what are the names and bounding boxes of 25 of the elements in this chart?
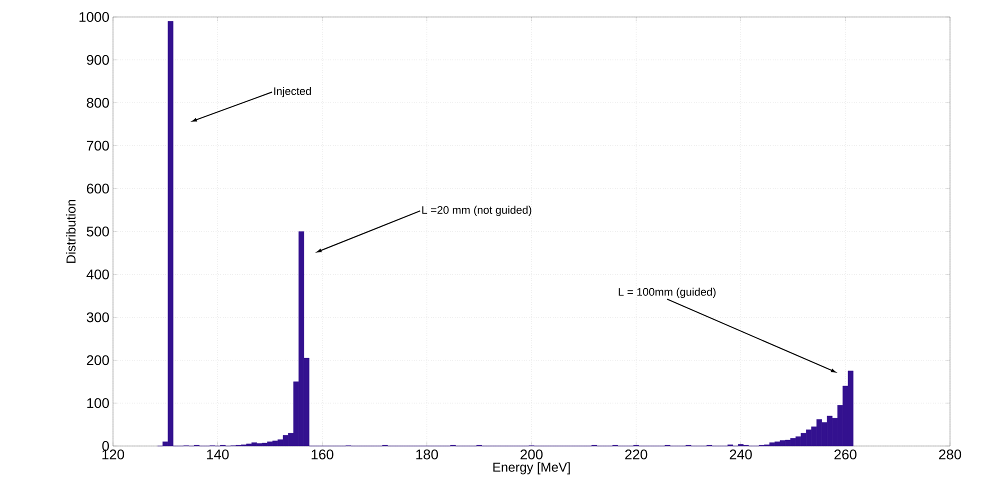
y-tick-label: 300 xyxy=(86,312,109,322)
y-tick-label: 200 xyxy=(86,355,109,366)
annotation: L = 100mm (guided) xyxy=(618,288,716,298)
y-tick-label: 400 xyxy=(86,269,109,280)
annotation: L =20 mm (not guided) xyxy=(422,206,532,216)
y-tick-label: 600 xyxy=(86,184,109,194)
y-tick-label: 700 xyxy=(86,140,109,151)
y-tick-label: 100 xyxy=(87,398,109,408)
x-axis-title: Energy [MeV] xyxy=(493,462,570,474)
y-axis-title: Distribution xyxy=(66,200,76,263)
y-tick-label: 900 xyxy=(86,54,109,65)
y-tick-label: 0 xyxy=(102,441,109,451)
x-tick-label: 160 xyxy=(312,450,334,460)
x-tick-label: 120 xyxy=(102,450,124,460)
y-tick-label: 500 xyxy=(86,226,109,236)
y-tick-label: 800 xyxy=(86,98,109,108)
y-tick-label: 1000 xyxy=(80,12,109,22)
annotation: Injected xyxy=(274,86,311,98)
x-tick-label: 220 xyxy=(625,450,648,460)
x-tick-label: 140 xyxy=(207,450,229,460)
x-tick-label: 240 xyxy=(730,450,752,460)
x-tick-label: 260 xyxy=(834,450,856,460)
x-tick-label: 180 xyxy=(416,450,438,460)
x-tick-label: 200 xyxy=(520,450,543,460)
x-tick-label: 280 xyxy=(939,450,962,460)
